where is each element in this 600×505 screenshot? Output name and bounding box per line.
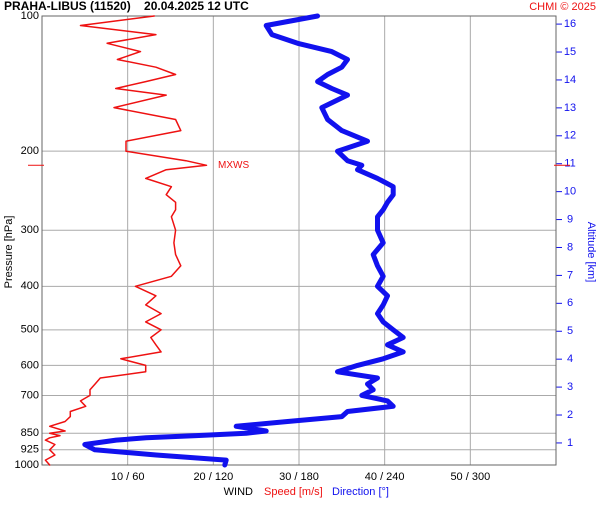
annotation-label: MXWS: [218, 160, 249, 171]
y-tick-label: 600: [21, 359, 39, 371]
x-tick-label: 40 / 240: [365, 471, 405, 483]
y-tick-label: 400: [21, 280, 39, 292]
direction-line: [82, 13, 406, 468]
y-tick-label: 700: [21, 389, 39, 401]
y2-tick-label: 8: [567, 241, 573, 253]
y-tick-label: 1000: [15, 459, 39, 471]
y2-axis-label: Altitude [km]: [585, 222, 597, 283]
chart-title: PRAHA-LIBUS (11520) 20.04.2025 12 UTC: [4, 0, 249, 13]
y-tick-label: 100: [21, 10, 39, 22]
plot-frame: [41, 15, 557, 466]
y2-tick-label: 6: [567, 297, 573, 309]
y2-tick-label: 9: [567, 213, 573, 225]
y-tick-label: 925: [21, 444, 39, 456]
y2-tick-label: 15: [564, 46, 576, 58]
y2-tick-label: 16: [564, 18, 576, 30]
y-tick-label: 850: [21, 427, 39, 439]
y2-tick-label: 10: [564, 186, 576, 198]
speed-line: [44, 15, 208, 466]
y2-tick-label: 11: [564, 158, 575, 170]
y-tick-label: 300: [21, 224, 39, 236]
legend-speed: Speed [m/s]: [264, 486, 323, 498]
x-axis-label: WIND: [224, 486, 253, 498]
credit: CHMI © 2025: [529, 1, 596, 13]
y2-tick-label: 7: [567, 269, 573, 281]
y2-tick-label: 14: [564, 74, 576, 86]
y-tick-label: 500: [21, 324, 39, 336]
x-tick-label: 50 / 300: [450, 471, 490, 483]
x-tick-label: 20 / 120: [193, 471, 233, 483]
x-tick-label: 10 / 60: [111, 471, 145, 483]
y2-tick-label: 1: [567, 437, 573, 449]
y2-tick-label: 12: [564, 130, 576, 142]
y2-tick-label: 3: [567, 381, 573, 393]
x-tick-label: 30 / 180: [279, 471, 319, 483]
legend-direction: Direction [°]: [332, 486, 389, 498]
y2-tick-label: 4: [567, 353, 573, 365]
y2-tick-label: 13: [564, 102, 576, 114]
y2-tick-label: 5: [567, 325, 573, 337]
y-axis-label: Pressure [hPa]: [3, 216, 15, 289]
y-tick-label: 200: [21, 145, 39, 157]
y2-tick-label: 2: [567, 409, 573, 421]
